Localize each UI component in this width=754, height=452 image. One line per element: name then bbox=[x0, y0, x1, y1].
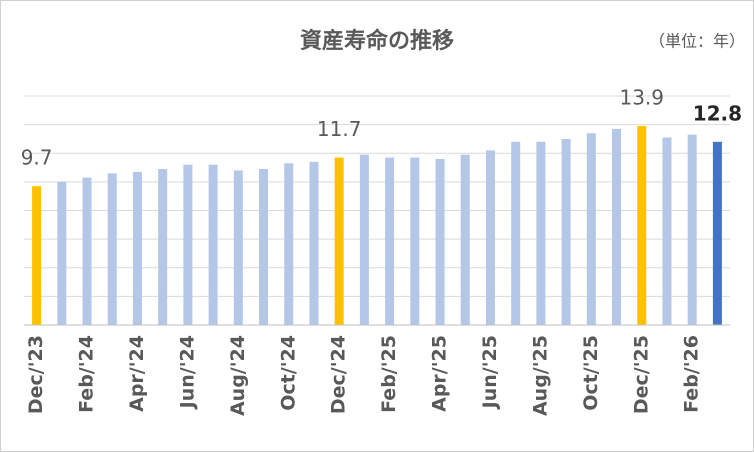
x-tick-label: Oct/'25 bbox=[580, 335, 602, 411]
bar bbox=[712, 141, 722, 325]
bar bbox=[460, 154, 470, 325]
chart-title: 資産寿命の推移 bbox=[300, 28, 454, 54]
x-tick-label: Jun/'25 bbox=[479, 335, 501, 410]
bar bbox=[82, 177, 92, 325]
bar bbox=[57, 181, 67, 325]
bar bbox=[284, 163, 294, 325]
bar bbox=[536, 141, 546, 325]
x-tick-label: Dec/'24 bbox=[328, 335, 350, 414]
data-label: 11.7 bbox=[317, 117, 362, 141]
bar bbox=[32, 186, 42, 325]
unit-label: （単位：年） bbox=[649, 32, 745, 51]
x-tick-label: Feb/'26 bbox=[681, 335, 703, 413]
bar bbox=[183, 164, 193, 325]
x-tick-label: Feb/'24 bbox=[76, 335, 98, 413]
bar bbox=[385, 157, 395, 325]
x-tick-label: Feb/'25 bbox=[378, 335, 400, 413]
bar bbox=[662, 137, 672, 325]
data-label: 13.9 bbox=[619, 86, 664, 110]
bar bbox=[586, 133, 596, 325]
bar bbox=[359, 154, 369, 325]
data-label: 12.8 bbox=[693, 101, 742, 125]
bar bbox=[637, 126, 647, 326]
x-tick-label: Apr/'24 bbox=[126, 335, 148, 412]
bar bbox=[208, 164, 218, 325]
bar bbox=[687, 134, 697, 325]
bar bbox=[233, 170, 243, 325]
bar bbox=[612, 128, 622, 325]
bar bbox=[132, 171, 142, 325]
x-tick-label: Apr/'25 bbox=[429, 335, 451, 412]
bar bbox=[485, 150, 495, 325]
x-tick-label: Aug/'25 bbox=[529, 335, 551, 416]
bar bbox=[259, 168, 269, 325]
bar bbox=[107, 173, 117, 325]
x-tick-label: Dec/'25 bbox=[630, 335, 652, 414]
x-tick-label: Aug/'24 bbox=[227, 335, 249, 416]
x-tick-label: Oct/'24 bbox=[277, 335, 299, 411]
bar bbox=[309, 161, 319, 325]
bar bbox=[158, 168, 168, 325]
data-label: 9.7 bbox=[21, 146, 53, 170]
bar bbox=[435, 158, 445, 325]
x-tick-label: Dec/'23 bbox=[25, 335, 47, 414]
bar bbox=[410, 157, 420, 325]
bar bbox=[561, 138, 571, 325]
bar bbox=[334, 157, 344, 325]
bar bbox=[511, 141, 521, 325]
x-tick-label: Jun/'24 bbox=[176, 335, 198, 410]
